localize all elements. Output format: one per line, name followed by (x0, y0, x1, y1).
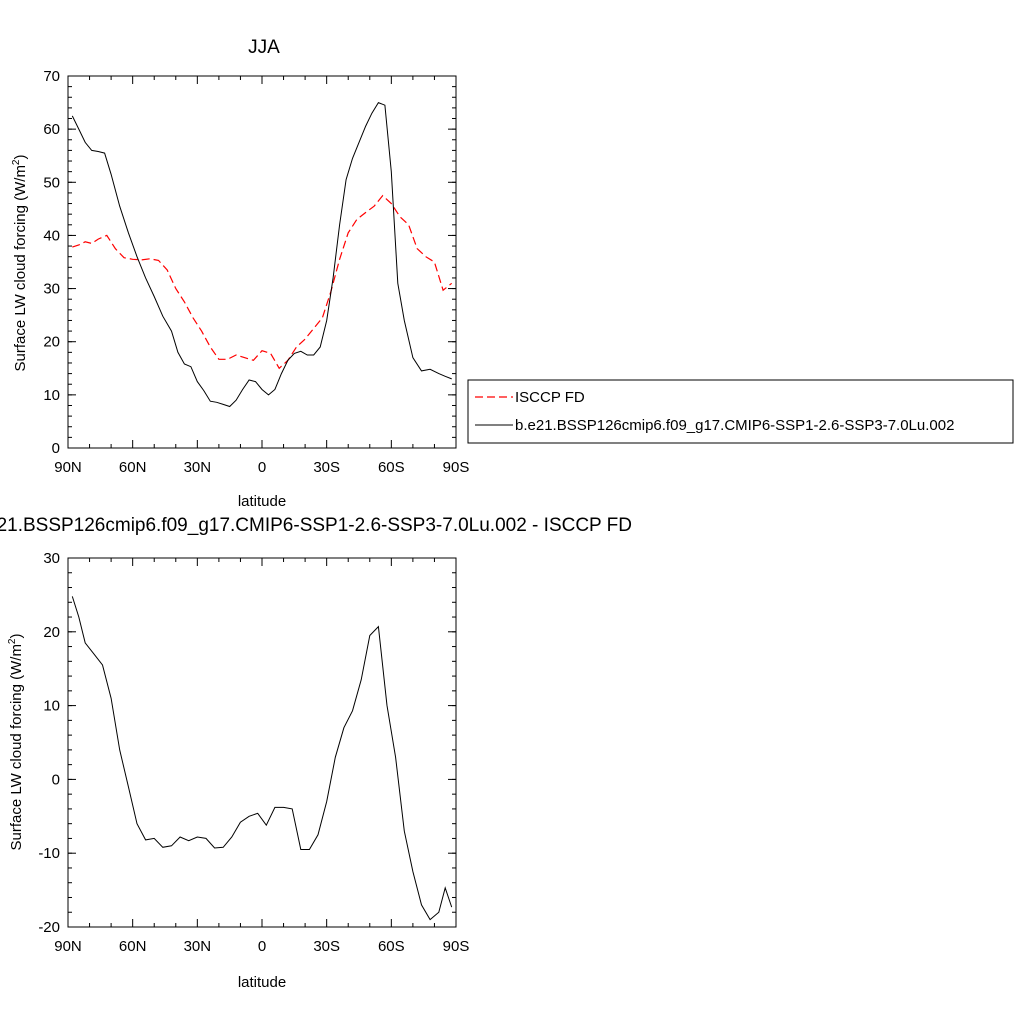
top-y-tick-label: 0 (52, 440, 60, 457)
top-x-tick-label: 90S (443, 459, 470, 476)
bottom-series-line-0 (71, 596, 453, 921)
legend-label-model: b.e21.BSSP126cmip6.f09_g17.CMIP6-SSP1-2.… (515, 417, 954, 434)
bottom-chart-title: b.e21.BSSP126cmip6.f09_g17.CMIP6-SSP1-2.… (0, 515, 632, 536)
bottom-y-tick-label: 30 (43, 550, 60, 567)
bottom-x-tick-label: 90S (443, 938, 470, 955)
top-x-tick-label: 90N (54, 459, 82, 476)
bottom-x-tick-label: 60N (119, 938, 147, 955)
legend-box (467, 379, 1014, 444)
top-chart-title: JJA (248, 37, 280, 58)
top-axes: 90N 60N 30N 0 30S 60S 90S 0 10 20 30 40 50 60 70 (43, 68, 469, 476)
top-x-tick-label: 60S (378, 459, 405, 476)
bottom-chart-panel: b.e21.BSSP126cmip6.f09_g17.CMIP6-SSP1-2.… (0, 515, 632, 991)
bottom-y-tick-label: 0 (52, 771, 60, 788)
bottom-x-tick-label: 60S (378, 938, 405, 955)
bottom-x-tick-label: 30S (313, 938, 340, 955)
top-y-tick-label: 70 (43, 68, 60, 85)
top-series-line-0 (72, 194, 453, 370)
top-x-tick-label: 60N (119, 459, 147, 476)
top-x-tick-label: 0 (258, 459, 266, 476)
bottom-plot-frame (67, 557, 457, 928)
top-y-tick-label: 30 (43, 281, 60, 298)
top-series-group (71, 101, 453, 408)
top-y-tick-label: 10 (43, 387, 60, 404)
top-x-tick-label: 30N (184, 459, 212, 476)
bottom-y-axis-title: Surface LW cloud forcing (W/m2) (7, 633, 25, 850)
legend: ISCCP FD b.e21.BSSP126cmip6.f09_g17.CMIP… (467, 379, 1014, 444)
top-x-tick-label: 30S (313, 459, 340, 476)
top-y-tick-label: 60 (43, 121, 60, 138)
legend-label-isccp: ISCCP FD (515, 389, 585, 406)
top-y-tick-label: 40 (43, 227, 60, 244)
top-x-axis-title: latitude (238, 493, 286, 510)
bottom-x-tick-label: 30N (184, 938, 212, 955)
bottom-x-tick-label: 0 (258, 938, 266, 955)
top-y-tick-label: 20 (43, 334, 60, 351)
top-y-axis-title: Surface LW cloud forcing (W/m2) (11, 154, 29, 371)
bottom-y-tick-label: -20 (38, 919, 60, 936)
bottom-x-axis-title: latitude (238, 974, 286, 991)
bottom-x-tick-label: 90N (54, 938, 82, 955)
bottom-y-tick-label: 10 (43, 698, 60, 715)
bottom-y-tick-label: -10 (38, 845, 60, 862)
top-chart-panel: JJA 90N 60N 30N 0 30S 60S 90S 0 10 20 30 40 50 60 70 l… (11, 37, 469, 510)
bottom-y-tick-label: 20 (43, 624, 60, 641)
top-plot-frame (67, 75, 457, 449)
top-series-line-1 (71, 101, 452, 408)
bottom-series-group (71, 596, 453, 921)
top-y-tick-label: 50 (43, 174, 60, 191)
bottom-axes: 90N 60N 30N 0 30S 60S 90S -20 -10 0 10 20 30 (38, 550, 469, 955)
